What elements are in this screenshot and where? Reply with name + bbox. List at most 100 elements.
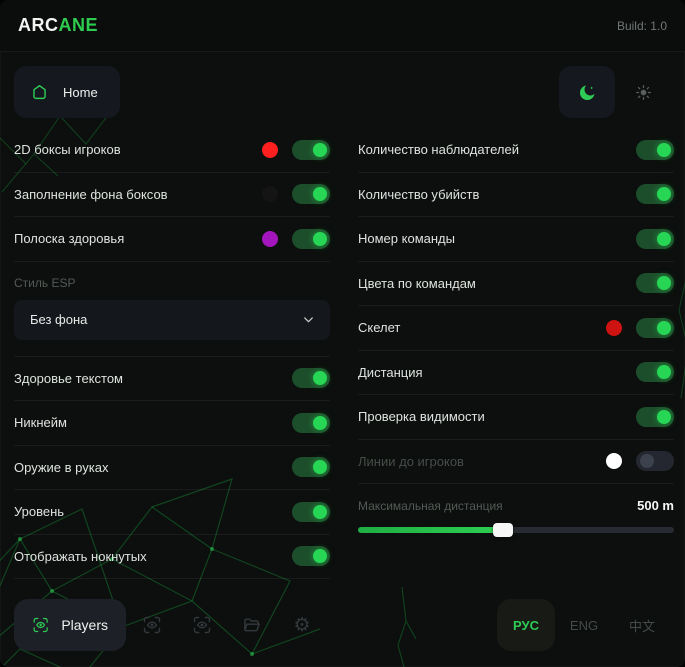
setting-controls [636,273,674,294]
setting-controls [606,451,674,472]
dark-theme-button[interactable] [559,66,615,118]
toggle-switch[interactable] [636,139,674,160]
setting-row: Линии до игроков [358,440,674,484]
setting-controls [636,406,674,427]
esp-style-dropdown[interactable]: Без фона [14,299,330,340]
tab-eye-scan-2[interactable] [178,599,226,651]
setting-row: 2D боксы игроков [14,128,330,173]
setting-row: Цвета по командам [358,262,674,306]
setting-controls [262,228,330,249]
setting-controls [292,501,330,522]
color-swatch[interactable] [606,453,622,470]
setting-label: Линии до игроков [358,453,464,469]
setting-label: Отображать нокнутых [14,548,147,564]
max-distance-slider[interactable] [358,523,674,537]
light-theme-button[interactable] [615,66,671,118]
setting-controls [262,139,330,160]
toggle-switch[interactable] [636,362,674,383]
toggle-switch[interactable] [636,317,674,338]
max-distance-label: Максимальная дистанция [358,498,503,513]
gear-icon: ⚙ [293,614,311,636]
toggle-switch[interactable] [292,184,330,205]
toggle-knob [313,187,327,202]
slider-fill [358,527,504,533]
color-swatch[interactable] [262,141,278,158]
setting-controls [292,457,330,478]
color-swatch[interactable] [606,319,622,336]
setting-controls [292,546,330,567]
build-version: Build: 1.0 [616,18,667,33]
category-tabs: Players ⚙ [14,599,326,651]
toggle-switch[interactable] [292,412,330,433]
toggle-knob [657,320,671,335]
toggle-switch[interactable] [636,273,674,294]
esp-settings-column-left: 2D боксы игроков Заполнение фона боксов По… [14,128,330,593]
toggle-switch[interactable] [292,139,330,160]
color-swatch[interactable] [262,186,278,203]
toggle-list: Здоровье текстом Никнейм Оружие в руках Уро… [14,357,330,579]
toggle-knob [657,409,671,424]
toggle-knob [313,231,327,246]
setting-label: 2D боксы игроков [14,142,121,158]
tab-eye-scan-1[interactable] [128,599,176,651]
bottom-bar: Players ⚙ РУС ENG 中文 [0,593,685,667]
eye-scan-icon [143,616,161,634]
home-button[interactable]: Home [14,66,120,118]
setting-controls [636,362,674,383]
toggle-list: 2D боксы игроков Заполнение фона боксов По… [14,128,330,262]
moon-icon [579,85,594,100]
toggle-list: Количество наблюдателей Количество убийст… [358,128,674,484]
color-swatch[interactable] [262,230,278,247]
setting-label: Скелет [358,320,401,336]
chevron-down-icon [304,317,313,323]
setting-label: Полоска здоровья [14,231,125,247]
language-РУС[interactable]: РУС [497,599,555,651]
setting-row: Оружие в руках [14,446,330,490]
eye-scan-icon [193,616,211,634]
toggle-switch[interactable] [636,406,674,427]
toggle-switch[interactable] [292,546,330,567]
max-distance-value: 500 m [637,498,674,513]
setting-label: Количество наблюдателей [358,142,519,158]
slider-thumb[interactable] [493,523,514,537]
toggle-switch[interactable] [292,501,330,522]
esp-style-value: Без фона [30,312,88,327]
setting-label: Номер команды [358,231,455,247]
setting-label: Цвета по командам [358,275,476,291]
tab-players[interactable]: Players [14,599,126,651]
setting-row: Никнейм [14,401,330,446]
setting-controls [606,317,674,338]
setting-label: Заполнение фона боксов [14,186,168,202]
toggle-switch[interactable] [292,228,330,249]
toggle-switch[interactable] [636,184,674,205]
theme-switch [559,66,671,118]
toggle-knob [313,504,327,519]
max-distance-header: Максимальная дистанция 500 m [358,498,674,513]
toggle-knob [657,142,671,157]
max-distance-group: Максимальная дистанция 500 m [358,484,674,537]
tab-folder-3[interactable] [228,599,276,651]
tab-gear-4[interactable]: ⚙ [278,599,326,651]
setting-row: Уровень [14,490,330,535]
sun-icon [635,84,651,100]
esp-settings-column-right: Количество наблюдателей Количество убийст… [358,128,674,593]
setting-row: Количество наблюдателей [358,128,674,173]
toggle-switch[interactable] [292,457,330,478]
folder-icon [244,618,260,632]
subheader: Home [0,52,685,122]
setting-controls [636,184,674,205]
setting-label: Уровень [14,504,65,520]
language-ENG[interactable]: ENG [555,599,613,651]
toggle-switch[interactable] [636,228,674,249]
language-中文[interactable]: 中文 [613,599,671,651]
setting-row: Проверка видимости [358,395,674,440]
toggle-switch[interactable] [636,451,674,472]
setting-row: Дистанция [358,351,674,395]
toggle-knob [657,365,671,380]
setting-label: Количество убийств [358,186,480,202]
toggle-knob [657,231,671,246]
setting-row: Номер команды [358,217,674,262]
home-label: Home [63,84,98,100]
toggle-switch[interactable] [292,368,330,389]
